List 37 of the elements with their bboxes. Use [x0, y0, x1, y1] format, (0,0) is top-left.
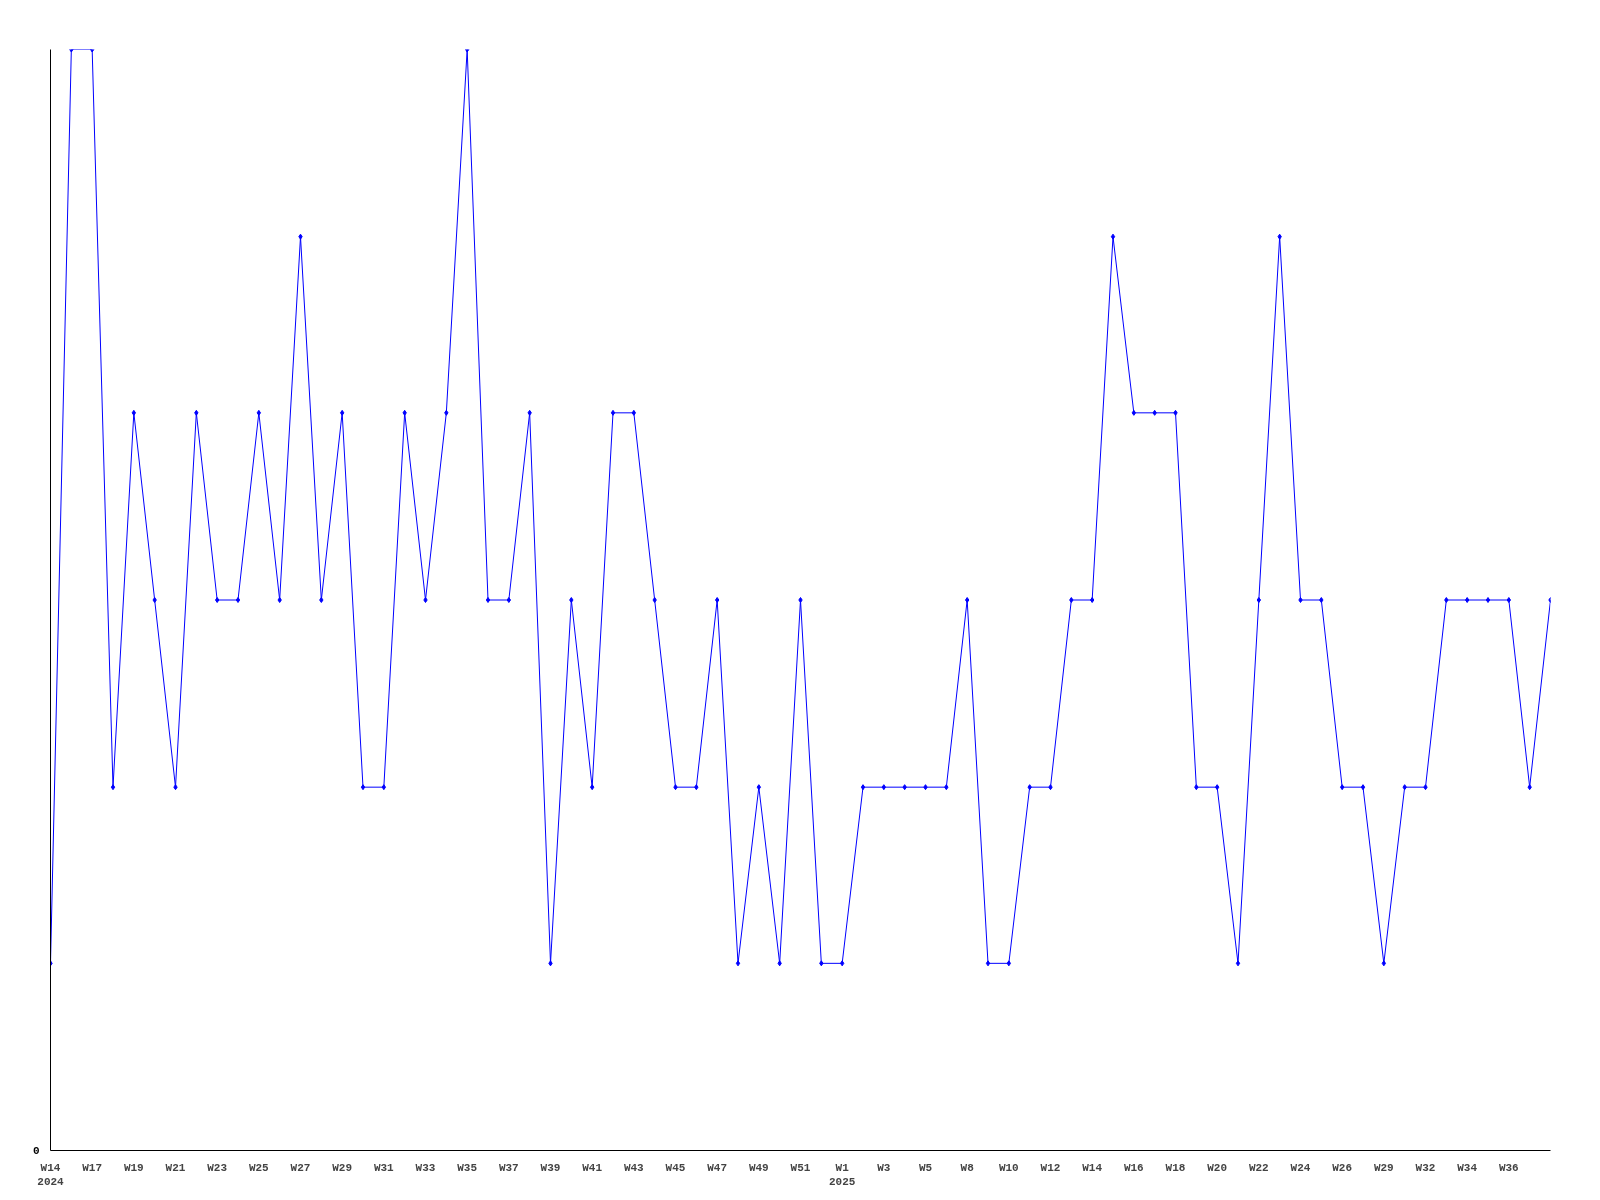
x-tick-label: W29 — [332, 1161, 353, 1174]
x-tick-label: W33 — [415, 1161, 436, 1174]
x-tick-label: W32 — [1415, 1161, 1436, 1174]
x-tick-label: W51 — [790, 1161, 811, 1174]
x-tick-label: W20 — [1207, 1161, 1228, 1174]
x-tick-label: W34 — [1457, 1161, 1478, 1174]
x-tick-label: W25 — [248, 1161, 270, 1174]
x-tick-label: W14 2024 — [37, 1161, 65, 1188]
x-tick-label: W22 — [1248, 1161, 1269, 1174]
x-tick-label: W35 — [457, 1161, 478, 1174]
x-tick-label: W37 — [498, 1161, 519, 1174]
x-tick-label: W45 — [665, 1161, 686, 1174]
x-tick-label: W21 — [165, 1161, 186, 1174]
x-tick-label: W27 — [290, 1161, 311, 1174]
x-tick-label: W10 — [998, 1161, 1019, 1174]
x-tick-label: W39 — [540, 1161, 561, 1174]
x-tick-label: W19 — [123, 1161, 144, 1174]
x-tick-label: W8 — [960, 1161, 975, 1174]
x-tick-label: W36 — [1498, 1161, 1519, 1174]
x-tick-label: W12 — [1040, 1161, 1061, 1174]
x-tick-label: W41 — [582, 1161, 603, 1174]
x-tick-label: W16 — [1123, 1161, 1144, 1174]
x-tick-label: W24 — [1290, 1161, 1311, 1174]
x-tick-label: W3 — [877, 1161, 891, 1174]
x-tick-label: W1 2025 — [828, 1161, 856, 1188]
text: 0 — [32, 1145, 40, 1157]
x-tick-label: W49 — [748, 1161, 769, 1174]
x-tick-label: W18 — [1165, 1161, 1186, 1174]
x-tick-label: W14 — [1082, 1161, 1103, 1174]
x-tick-label: W26 — [1332, 1161, 1353, 1174]
x-tick-label: W47 — [707, 1161, 728, 1174]
x-tick-label: W17 — [82, 1161, 103, 1174]
x-tick-label: W29 — [1373, 1161, 1394, 1174]
x-tick-label: W31 — [373, 1161, 395, 1174]
x-tick-label: W43 — [623, 1161, 645, 1174]
x-tick-label: W5 — [918, 1161, 933, 1174]
x-tick-label: W23 — [207, 1161, 228, 1174]
